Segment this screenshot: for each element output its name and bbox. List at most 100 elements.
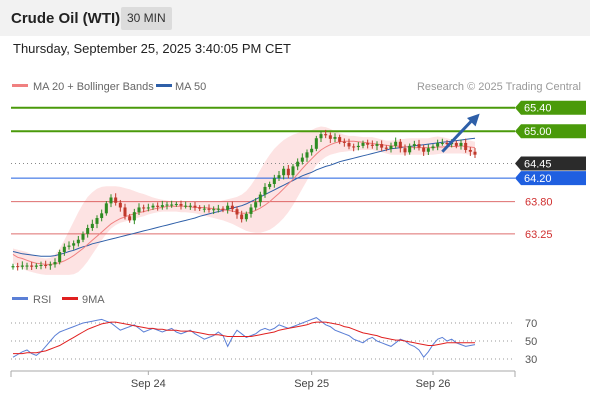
candle-body (90, 223, 94, 228)
candle-body (160, 205, 164, 207)
candle-body (244, 213, 248, 220)
candle (324, 129, 328, 139)
candle-body (72, 243, 76, 246)
candle-body (291, 166, 295, 176)
candle (347, 138, 351, 150)
candle (123, 203, 127, 220)
x-axis-ticks: Sep 24 Sep 25 Sep 26 (131, 371, 451, 390)
candle (300, 153, 304, 165)
candle (160, 200, 164, 210)
candle (48, 261, 52, 270)
rsi-tick-label-50: 50 (525, 336, 537, 348)
level-lines-layer (11, 106, 515, 235)
candle-body (417, 144, 421, 148)
candle-body (151, 205, 155, 208)
candle-body (352, 146, 356, 148)
candle-body (142, 207, 146, 209)
candle (282, 165, 286, 180)
legend-swatch-9ma (62, 297, 78, 300)
candle-body (398, 141, 402, 149)
candle (67, 241, 71, 250)
candle (258, 191, 262, 207)
candle-body (473, 151, 477, 155)
level-badges-layer: 65.40 65.00 64.45 64.20 63.80 63.25 (515, 100, 586, 241)
candle-body (34, 265, 38, 267)
candle-body (67, 245, 71, 247)
candle (151, 203, 155, 210)
candle-body (319, 134, 323, 139)
timeframe-badge[interactable]: 30 MIN (121, 7, 172, 30)
candle (286, 164, 290, 179)
candle-body (468, 149, 472, 152)
candle-body (95, 218, 99, 224)
candle-body (11, 266, 15, 268)
x-tick-label-sep-26: Sep 26 (416, 378, 451, 390)
candle (375, 141, 379, 151)
candle-body (338, 137, 342, 142)
candle-body (62, 246, 66, 253)
candle (352, 143, 356, 152)
candle (53, 258, 57, 268)
ma-lines-layer (12, 137, 476, 265)
candle (319, 130, 323, 142)
candle-body (240, 214, 244, 220)
legend-label-ma50: MA 50 (175, 81, 206, 93)
candle-body (445, 142, 449, 145)
x-tick-label-sep-25: Sep 25 (294, 378, 329, 390)
candle (338, 134, 342, 145)
candle (464, 138, 468, 153)
level-badge-64.45 (515, 156, 586, 171)
candle-body (53, 262, 57, 265)
candle (277, 170, 281, 181)
candle (314, 135, 318, 152)
candle (342, 138, 346, 147)
candle-body (305, 152, 309, 158)
legend-swatch-ma50 (156, 84, 172, 87)
candle (100, 209, 104, 222)
candle (30, 261, 34, 271)
candle (16, 262, 20, 271)
candle-body (39, 264, 43, 266)
candle-body (286, 168, 290, 176)
candle (394, 137, 398, 149)
candle-body (403, 148, 407, 153)
candle-body (132, 212, 136, 221)
rsi-layer: 70 50 30 (11, 317, 537, 366)
candle (174, 201, 178, 207)
candle-body (235, 209, 239, 215)
candle (296, 158, 300, 171)
level-badge-65.40 (515, 100, 586, 115)
candle (198, 205, 202, 211)
candle-body (137, 207, 141, 213)
candle-body (272, 178, 276, 184)
candle (473, 147, 477, 158)
candle-body (389, 145, 393, 149)
candle-body (249, 207, 253, 214)
candle-body (440, 142, 444, 144)
candle-body (216, 208, 220, 210)
candle-body (370, 144, 374, 146)
candle-body (193, 205, 197, 208)
candle (132, 208, 136, 225)
candle-body (296, 161, 300, 167)
candle-body (268, 184, 272, 187)
candle-body (384, 147, 388, 149)
candle (366, 139, 370, 149)
candle (212, 206, 216, 215)
candle (244, 211, 248, 222)
candle (235, 206, 239, 219)
candle (380, 140, 384, 151)
candle (417, 139, 421, 151)
candle (459, 139, 463, 150)
candle (226, 202, 230, 214)
candle-body (282, 168, 286, 176)
candle (249, 204, 253, 218)
candle (165, 201, 169, 210)
candle-body (347, 142, 351, 147)
rsi-9ma-line (13, 321, 475, 355)
candle (86, 224, 90, 238)
candle-body (412, 144, 416, 146)
candle (333, 133, 337, 143)
candle (408, 143, 412, 155)
